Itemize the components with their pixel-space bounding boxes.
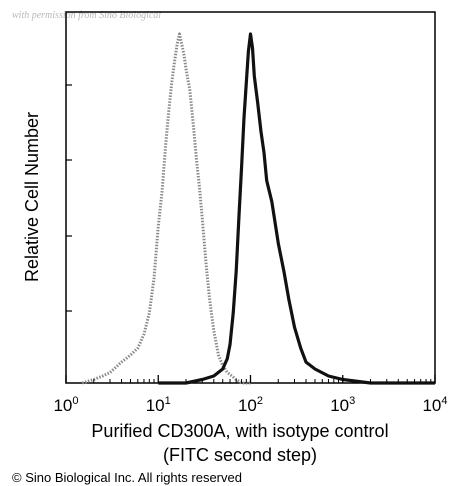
series-layer	[81, 32, 435, 385]
series-line-2	[158, 32, 435, 385]
x-axis-label-line-2: (FITC second step)	[163, 445, 317, 465]
x-tick-label-2: 102	[238, 395, 263, 415]
x-tick-label-3: 103	[330, 395, 355, 415]
x-tick-label-1: 101	[146, 395, 171, 415]
x-tick-base: 10	[330, 396, 349, 415]
x-tick-base: 10	[422, 396, 441, 415]
x-axis-ticks: 100 101 102 103 104	[53, 375, 448, 415]
x-tick-base: 10	[53, 396, 72, 415]
series-line-1	[81, 32, 251, 385]
x-axis-label-line-1: Purified CD300A, with isotype control	[91, 421, 388, 441]
x-tick-exponent: 1	[165, 395, 171, 407]
watermark-text: with permission from Sino Biological	[12, 10, 161, 21]
x-tick-exponent: 0	[72, 395, 78, 407]
x-tick-exponent: 4	[441, 395, 447, 407]
copyright-text: © Sino Biological Inc. All rights reserv…	[12, 470, 242, 485]
plot-frame	[65, 11, 436, 384]
x-tick-exponent: 3	[349, 395, 355, 407]
y-axis-label: Relative Cell Number	[22, 112, 42, 282]
x-tick-label-0: 100	[53, 395, 78, 415]
y-axis-ticks	[66, 84, 72, 312]
x-tick-base: 10	[238, 396, 257, 415]
x-tick-exponent: 2	[257, 395, 263, 407]
x-tick-label-4: 104	[422, 395, 447, 415]
x-tick-base: 10	[146, 396, 165, 415]
